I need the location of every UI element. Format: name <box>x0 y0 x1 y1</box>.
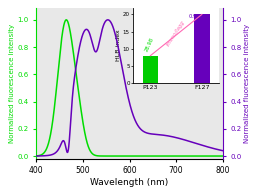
Y-axis label: Normalized fluorescence intensity: Normalized fluorescence intensity <box>244 24 250 143</box>
Y-axis label: Normalized fluorescence intensity: Normalized fluorescence intensity <box>9 24 15 143</box>
X-axis label: Wavelength (nm): Wavelength (nm) <box>90 178 169 187</box>
